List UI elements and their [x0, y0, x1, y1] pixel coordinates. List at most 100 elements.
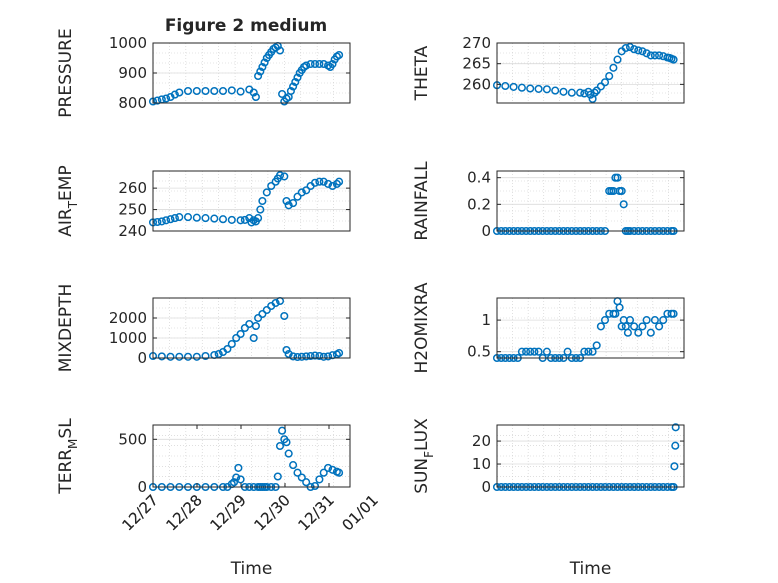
data-point: [319, 59, 328, 69]
data-point: [642, 316, 651, 325]
data-point: [282, 438, 291, 447]
data-point: [210, 214, 219, 223]
data-point: [240, 215, 249, 224]
data-point: [600, 316, 610, 325]
data-point: [293, 192, 302, 201]
data-point: [183, 352, 193, 361]
data-point: [646, 51, 655, 60]
data-point: [335, 177, 344, 186]
data-point: [563, 347, 572, 356]
data-point: [319, 352, 328, 361]
data-point: [218, 215, 228, 224]
y-tick-label: 800: [118, 94, 147, 112]
axes-frame: [496, 170, 685, 232]
data-point: [324, 179, 333, 188]
y-axis-label: RAINFALL: [412, 161, 432, 241]
data-point: [669, 309, 678, 318]
data-point: [284, 201, 293, 210]
data-point: [335, 468, 344, 477]
data-point: [227, 215, 236, 224]
axes-frame: [496, 297, 685, 359]
y-tick-label: 1: [481, 311, 491, 329]
data-point: [291, 77, 300, 87]
y-tick-label: 0: [481, 222, 491, 240]
data-point: [249, 88, 258, 97]
data-point: [162, 216, 171, 225]
data-point: [289, 461, 298, 470]
axes-frame: [152, 170, 351, 232]
data-point: [623, 328, 632, 337]
y-tick-label: 1000: [109, 329, 147, 347]
data-point: [522, 347, 531, 356]
y-tick-label: 0: [481, 478, 491, 496]
data-point: [254, 214, 263, 223]
figure-title: Figure 2 medium: [165, 16, 327, 36]
data-point: [335, 50, 344, 60]
data-point: [302, 352, 311, 361]
data-point: [273, 472, 282, 481]
data-point: [302, 61, 311, 70]
data-point: [289, 352, 298, 361]
data-point: [335, 348, 344, 358]
data-point: [183, 86, 193, 96]
data-point: [584, 347, 593, 356]
data-point: [634, 46, 643, 55]
data-point: [192, 213, 201, 222]
data-point: [286, 86, 295, 96]
data-point: [613, 173, 622, 182]
data-point: [218, 86, 228, 96]
y-tick-label: 260: [462, 75, 491, 93]
data-point: [609, 63, 618, 72]
data-point: [319, 468, 328, 477]
y-tick-label: 500: [118, 430, 147, 448]
data-point: [201, 214, 210, 223]
data-point: [201, 86, 210, 96]
data-point: [315, 177, 324, 186]
data-point: [262, 188, 271, 197]
data-point: [247, 218, 256, 227]
data-point: [551, 86, 560, 95]
data-point: [596, 322, 605, 331]
data-point: [258, 309, 267, 319]
data-point: [596, 82, 605, 91]
data-point: [586, 90, 595, 99]
data-point: [153, 217, 162, 227]
data-point: [280, 311, 289, 321]
data-point: [659, 316, 668, 325]
data-point: [229, 478, 239, 487]
data-point: [236, 329, 245, 339]
data-point: [166, 215, 175, 224]
data-point: [201, 351, 210, 361]
data-point: [275, 441, 285, 451]
data-point: [280, 172, 289, 181]
data-point: [655, 51, 664, 60]
data-point: [275, 46, 285, 55]
data-point: [617, 186, 626, 196]
subplot-theta: 260 265 270 THETA: [412, 34, 685, 104]
data-point: [223, 344, 232, 354]
data-point: [170, 90, 179, 99]
data-point: [559, 87, 568, 96]
data-point: [534, 84, 543, 93]
data-point: [315, 59, 324, 69]
data-point: [175, 88, 184, 97]
data-point: [580, 347, 589, 356]
y-tick-label: 2000: [109, 309, 147, 327]
data-point: [275, 171, 285, 180]
data-point: [157, 217, 166, 226]
data-point: [234, 463, 243, 472]
y-tick-label: 0.4: [467, 169, 491, 187]
data-point: [192, 352, 201, 361]
axes-frame: [496, 424, 685, 488]
data-point: [642, 49, 651, 58]
data-point: [278, 89, 287, 99]
subplot-rainfall: 0 0.2 0.4 RAINFALL: [412, 161, 685, 241]
y-tick-label: 1000: [109, 34, 147, 52]
data-point: [650, 51, 659, 60]
data-point: [157, 352, 166, 361]
data-point: [293, 73, 302, 82]
data-point: [306, 59, 315, 69]
data-point: [324, 352, 333, 361]
data-point: [646, 328, 655, 337]
data-point: [592, 86, 601, 95]
